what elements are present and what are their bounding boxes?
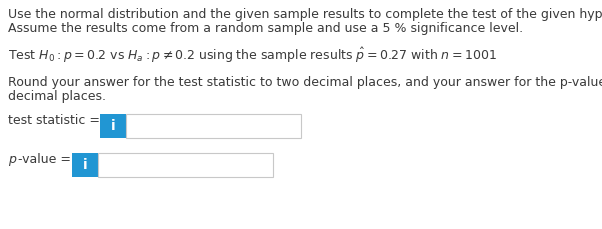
Text: -value =: -value = [18, 153, 75, 166]
FancyBboxPatch shape [126, 114, 301, 138]
Text: Round your answer for the test statistic to two decimal places, and your answer : Round your answer for the test statistic… [8, 76, 602, 89]
Text: Use the normal distribution and the given sample results to complete the test of: Use the normal distribution and the give… [8, 8, 602, 21]
Text: i: i [82, 158, 87, 172]
Text: i: i [111, 119, 116, 133]
Text: Assume the results come from a random sample and use a 5 % significance level.: Assume the results come from a random sa… [8, 22, 523, 35]
FancyBboxPatch shape [98, 153, 273, 177]
FancyBboxPatch shape [100, 114, 126, 138]
Text: Test $H_0 : p = 0.2$ vs $H_a : p \neq 0.2$ using the sample results $\hat{p} = 0: Test $H_0 : p = 0.2$ vs $H_a : p \neq 0.… [8, 46, 497, 65]
FancyBboxPatch shape [72, 153, 98, 177]
Text: test statistic =: test statistic = [8, 114, 104, 127]
Text: decimal places.: decimal places. [8, 90, 106, 103]
Text: p: p [8, 153, 16, 166]
